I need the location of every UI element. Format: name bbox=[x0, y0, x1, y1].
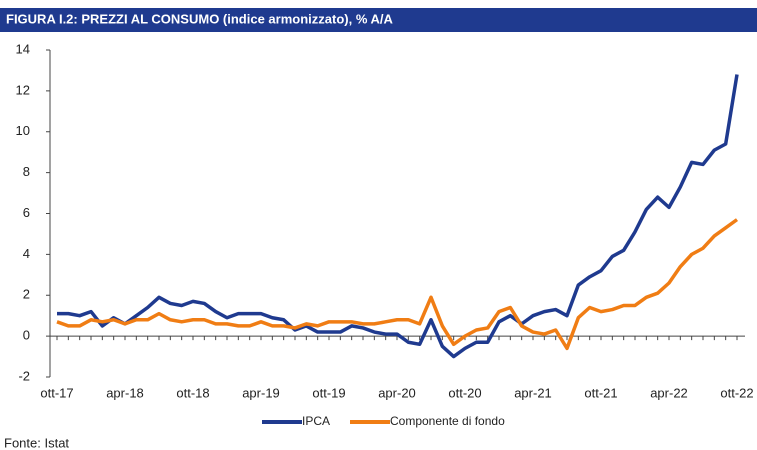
y-tick-label: 6 bbox=[23, 205, 30, 220]
chart-title: FIGURA I.2: PREZZI AL CONSUMO (indice ar… bbox=[6, 11, 394, 26]
y-tick-label: -2 bbox=[18, 368, 30, 383]
x-tick-label: apr-22 bbox=[650, 385, 688, 400]
x-tick-label: ott-19 bbox=[312, 385, 345, 400]
x-tick-label: apr-21 bbox=[514, 385, 552, 400]
x-tick-label: ott-17 bbox=[40, 385, 73, 400]
y-tick-label: 8 bbox=[23, 164, 30, 179]
y-tick-label: 0 bbox=[23, 328, 30, 343]
y-tick-label: 12 bbox=[16, 82, 30, 97]
title-bar bbox=[0, 8, 757, 32]
x-tick-label: apr-19 bbox=[242, 385, 280, 400]
legend-label: Componente di fondo bbox=[390, 414, 505, 428]
x-tick-label: ott-18 bbox=[176, 385, 209, 400]
source: Fonte: Istat bbox=[4, 435, 69, 450]
x-tick-label: apr-18 bbox=[106, 385, 144, 400]
x-tick-label: ott-22 bbox=[720, 385, 753, 400]
x-tick-label: apr-20 bbox=[378, 385, 416, 400]
series-line bbox=[57, 74, 739, 359]
legend-label: IPCA bbox=[302, 414, 330, 428]
y-tick-label: 10 bbox=[16, 123, 30, 138]
x-tick-label: ott-20 bbox=[448, 385, 481, 400]
series-line bbox=[56, 218, 739, 351]
y-tick-label: 4 bbox=[23, 246, 30, 261]
y-tick-label: 2 bbox=[23, 287, 30, 302]
x-tick-label: ott-21 bbox=[584, 385, 617, 400]
y-tick-label: 14 bbox=[16, 41, 30, 56]
